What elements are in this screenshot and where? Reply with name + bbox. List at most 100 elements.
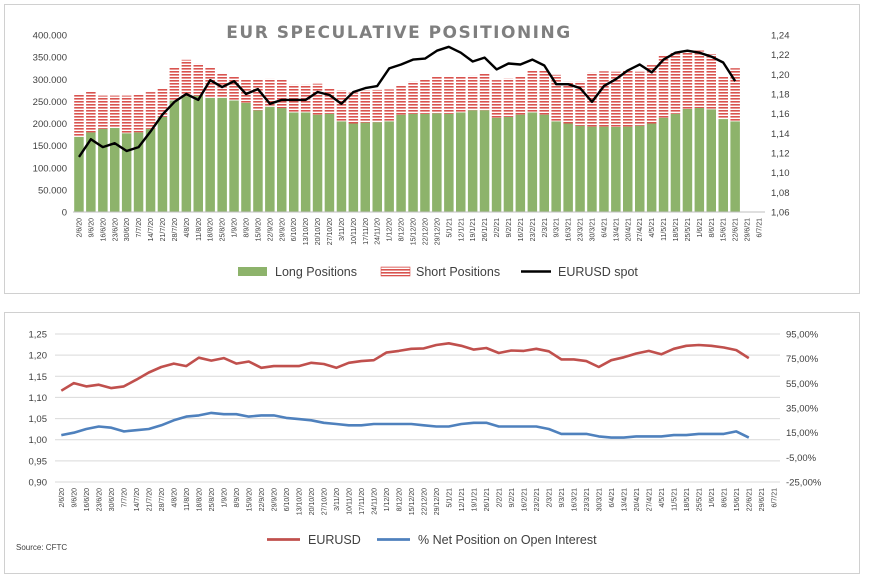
x-tick-label: 8/9/20	[244, 218, 251, 238]
right-y-tick-label: 1,12	[771, 149, 790, 160]
x-tick-label: 8/9/20	[234, 488, 241, 508]
x-tick-label: 12/1/21	[458, 218, 465, 241]
long-position-bar	[682, 108, 693, 212]
x-tick-label: 11/8/20	[184, 488, 191, 511]
x-tick-label: 20/10/20	[315, 218, 322, 245]
chart-title: EUR SPECULATIVE POSITIONING	[226, 23, 571, 43]
x-tick-label: 1/9/20	[221, 488, 228, 508]
right-y-tick-label: 1,16	[771, 109, 790, 120]
short-position-bar	[181, 59, 192, 97]
x-tick-label: 9/3/21	[554, 218, 561, 238]
x-tick-label: 6/4/21	[601, 218, 608, 238]
short-position-bar	[312, 83, 323, 115]
short-position-bar	[277, 79, 287, 109]
x-tick-label: 22/6/21	[746, 488, 753, 511]
right-y-tick-label: 1,08	[771, 188, 790, 199]
long-position-bar	[694, 108, 705, 212]
x-tick-label: 9/3/21	[559, 488, 566, 508]
short-position-bar	[599, 71, 609, 127]
x-tick-label: 15/12/20	[409, 488, 416, 515]
net-position-line	[61, 411, 750, 439]
x-tick-label: 8/6/21	[709, 218, 716, 238]
left-y-tick-label: 1,20	[29, 351, 48, 362]
long-position-bar	[277, 108, 287, 212]
x-tick-label: 16/3/21	[571, 488, 578, 511]
long-position-bar	[396, 114, 406, 212]
x-tick-label: 6/7/21	[757, 218, 764, 238]
left-y-tick-label: 400.000	[33, 31, 67, 42]
short-position-bar	[157, 89, 168, 117]
x-tick-label: 22/6/21	[733, 218, 740, 241]
short-position-bar	[479, 73, 490, 111]
x-tick-label: 27/4/21	[646, 488, 653, 511]
long-position-bar	[265, 106, 275, 212]
long-position-bar	[312, 114, 323, 212]
right-y-tick-label: 15,00%	[786, 428, 819, 439]
x-tick-label: 8/12/20	[399, 218, 406, 241]
short-position-bar	[718, 77, 728, 119]
x-tick-label: 12/1/21	[459, 488, 466, 511]
long-position-bar	[253, 110, 263, 212]
x-tick-label: 16/6/20	[100, 218, 107, 241]
long-position-bar	[456, 112, 466, 212]
short-position-bar	[670, 51, 681, 114]
right-y-tick-label: 1,24	[771, 31, 790, 42]
long-position-bar	[348, 123, 359, 212]
short-position-bar	[456, 77, 466, 113]
x-tick-label: 23/2/21	[530, 218, 537, 241]
short-position-bar	[432, 77, 442, 114]
x-tick-label: 22/9/20	[267, 218, 274, 241]
short-position-bar	[408, 81, 418, 114]
long-position-bar	[635, 125, 645, 212]
short-position-bar	[682, 51, 693, 109]
long-position-bar	[444, 113, 454, 212]
left-y-tick-label: 1,15	[29, 372, 48, 383]
long-position-bar	[539, 114, 549, 212]
right-y-tick-label: 35,00%	[786, 404, 819, 415]
eurusd-net-position-chart: 0,90 0,95 1,00 1,05 1,10 1,15 1,20 1,25 -25,00% -…	[29, 330, 822, 548]
short-position-bar	[527, 70, 538, 113]
x-tick-label: 13/10/20	[296, 488, 303, 515]
x-tick-label: 1/12/20	[387, 218, 394, 241]
x-tick-label: 15/6/21	[721, 218, 728, 241]
long-positions-legend-label: Long Positions	[275, 265, 357, 279]
long-position-bar	[121, 133, 132, 212]
x-tick-label: 30/3/21	[596, 488, 603, 511]
x-tick-label: 23/6/20	[112, 218, 119, 241]
x-tick-label: 15/9/20	[246, 488, 253, 511]
x-tick-label: 29/6/21	[759, 488, 766, 511]
short-position-bar	[133, 94, 144, 133]
long-position-bar	[432, 113, 442, 212]
long-position-bar	[611, 127, 621, 212]
x-tick-label: 23/6/20	[96, 488, 103, 511]
long-position-bar	[205, 97, 215, 212]
x-tick-label: 9/2/21	[509, 488, 516, 508]
left-y-tick-label: 200.000	[33, 119, 67, 130]
short-position-bar	[658, 55, 669, 118]
x-tick-label: 5/1/21	[446, 218, 453, 238]
long-position-bar	[300, 112, 311, 212]
x-tick-label: 3/11/20	[339, 218, 346, 241]
x-tick-label: 4/5/21	[649, 218, 656, 238]
x-tick-label: 27/10/20	[327, 218, 334, 245]
short-position-bar	[515, 77, 526, 115]
short-position-bar	[360, 90, 370, 123]
short-position-bar	[467, 75, 478, 111]
x-tick-label: 30/6/20	[109, 488, 116, 511]
x-tick-label: 6/10/20	[291, 218, 298, 241]
right-y-tick-label: 1,14	[771, 129, 790, 140]
x-tick-label: 6/4/21	[609, 488, 616, 508]
short-position-bar	[205, 67, 215, 98]
x-tick-label: 18/5/21	[684, 488, 691, 511]
x-tick-label: 1/9/20	[232, 218, 239, 238]
x-tick-label: 16/2/21	[521, 488, 528, 511]
x-tick-label: 16/3/21	[566, 218, 573, 241]
right-y-tick-label: 75,00%	[786, 354, 819, 365]
short-position-bar	[98, 95, 108, 129]
short-position-bar	[86, 91, 96, 133]
long-position-bar	[599, 126, 609, 212]
long-position-bar	[420, 113, 430, 212]
short-position-bar	[193, 63, 203, 96]
short-position-bar	[444, 76, 454, 114]
speculative-positioning-chart: EUR SPECULATIVE POSITIONING 0 50.000 100.00…	[33, 23, 790, 279]
